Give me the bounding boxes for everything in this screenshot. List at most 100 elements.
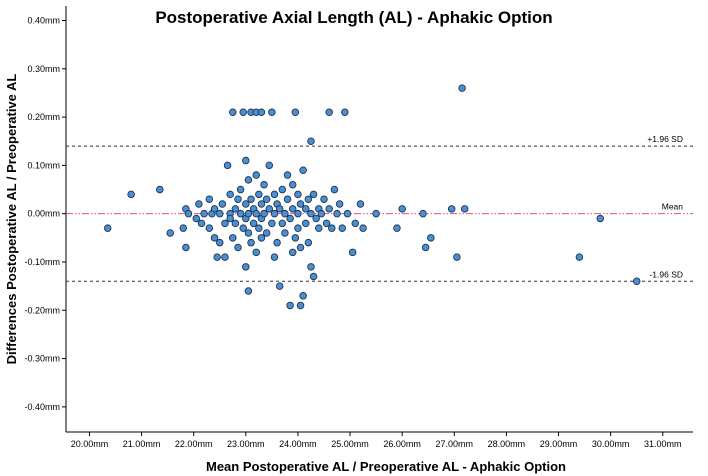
data-point xyxy=(270,190,279,199)
data-point xyxy=(338,224,346,232)
data-point xyxy=(257,108,266,117)
data-point xyxy=(447,205,456,213)
data-point xyxy=(291,108,300,117)
data-point xyxy=(291,234,300,242)
data-point xyxy=(239,224,247,232)
data-point xyxy=(205,224,214,232)
data-point xyxy=(216,209,224,218)
data-point xyxy=(304,238,313,247)
data-point xyxy=(103,224,112,232)
data-point xyxy=(343,209,352,218)
y-tick-label: 0.00mm xyxy=(27,209,60,219)
data-point xyxy=(275,205,284,213)
data-point xyxy=(359,224,367,232)
x-tick-label: 28.00mm xyxy=(488,439,526,449)
data-point xyxy=(281,229,289,237)
data-point xyxy=(325,108,333,117)
data-point xyxy=(294,209,302,218)
data-point xyxy=(262,229,271,237)
data-point xyxy=(249,219,258,228)
y-tick-label: 0.40mm xyxy=(27,15,60,25)
x-tick-label: 27.00mm xyxy=(436,439,474,449)
data-point xyxy=(242,263,250,271)
data-point xyxy=(210,205,219,213)
data-point xyxy=(234,195,242,203)
data-point xyxy=(221,219,229,228)
data-point xyxy=(223,161,232,170)
data-point xyxy=(356,200,365,208)
data-point xyxy=(231,205,240,213)
data-point xyxy=(419,209,427,218)
x-axis-ticks: 20.00mm 21.00mm 22.00mm 23.00mm 24.00mm 25.00… xyxy=(71,432,682,449)
x-tick-label: 22.00mm xyxy=(175,439,213,449)
data-point xyxy=(335,200,344,208)
data-point xyxy=(265,205,274,213)
data-point xyxy=(205,195,214,203)
data-point xyxy=(288,248,297,257)
data-point xyxy=(268,219,276,228)
data-point xyxy=(257,200,266,208)
data-point xyxy=(575,253,584,261)
data-point xyxy=(244,229,253,237)
x-tick-label: 31.00mm xyxy=(644,439,682,449)
data-point xyxy=(200,209,208,218)
data-point xyxy=(278,185,287,194)
data-point xyxy=(458,84,466,92)
data-point xyxy=(244,209,253,218)
data-point xyxy=(304,195,313,203)
data-point xyxy=(286,214,294,223)
data-point xyxy=(275,282,284,290)
data-point xyxy=(460,205,469,213)
data-point xyxy=(632,277,641,286)
data-point xyxy=(283,195,292,203)
data-point xyxy=(239,108,247,117)
data-point xyxy=(317,209,326,218)
data-point xyxy=(278,219,287,228)
data-point xyxy=(315,224,323,232)
data-point xyxy=(255,190,263,199)
data-point xyxy=(226,214,234,223)
x-tick-label: 20.00mm xyxy=(71,439,109,449)
data-point xyxy=(296,243,305,252)
data-point xyxy=(270,253,279,261)
x-tick-label: 25.00mm xyxy=(331,439,369,449)
data-point xyxy=(252,209,260,218)
y-tick-label: -0.30mm xyxy=(24,354,60,364)
data-point xyxy=(596,214,604,223)
data-point xyxy=(221,253,229,261)
data-point xyxy=(229,108,237,117)
data-point xyxy=(307,209,315,218)
data-point xyxy=(421,243,430,252)
data-point xyxy=(255,224,263,232)
data-point xyxy=(427,234,435,242)
data-point xyxy=(281,209,289,218)
data-point xyxy=(231,219,240,228)
data-point xyxy=(184,209,193,218)
data-point xyxy=(322,219,331,228)
data-point xyxy=(236,185,245,194)
data-point xyxy=(182,243,190,252)
data-point xyxy=(333,209,341,218)
data-point xyxy=(294,224,302,232)
data-point xyxy=(307,137,315,145)
data-point xyxy=(330,185,339,194)
data-point xyxy=(192,214,201,223)
data-point xyxy=(288,180,297,189)
data-point xyxy=(268,108,276,117)
data-point xyxy=(299,166,307,174)
x-tick-label: 30.00mm xyxy=(592,439,630,449)
data-point xyxy=(195,200,203,208)
x-tick-label: 29.00mm xyxy=(540,439,578,449)
data-point xyxy=(242,156,250,165)
ref-label-mean: Mean xyxy=(662,202,684,212)
data-point xyxy=(218,200,227,208)
data-point xyxy=(325,205,333,213)
x-tick-label: 26.00mm xyxy=(383,439,421,449)
ref-label-1-96-sd: -1.96 SD xyxy=(649,269,683,279)
data-point xyxy=(328,224,336,232)
data-point xyxy=(260,180,268,189)
data-point xyxy=(265,161,274,170)
data-point xyxy=(299,292,307,300)
x-tick-label: 24.00mm xyxy=(279,439,317,449)
data-point xyxy=(296,200,305,208)
